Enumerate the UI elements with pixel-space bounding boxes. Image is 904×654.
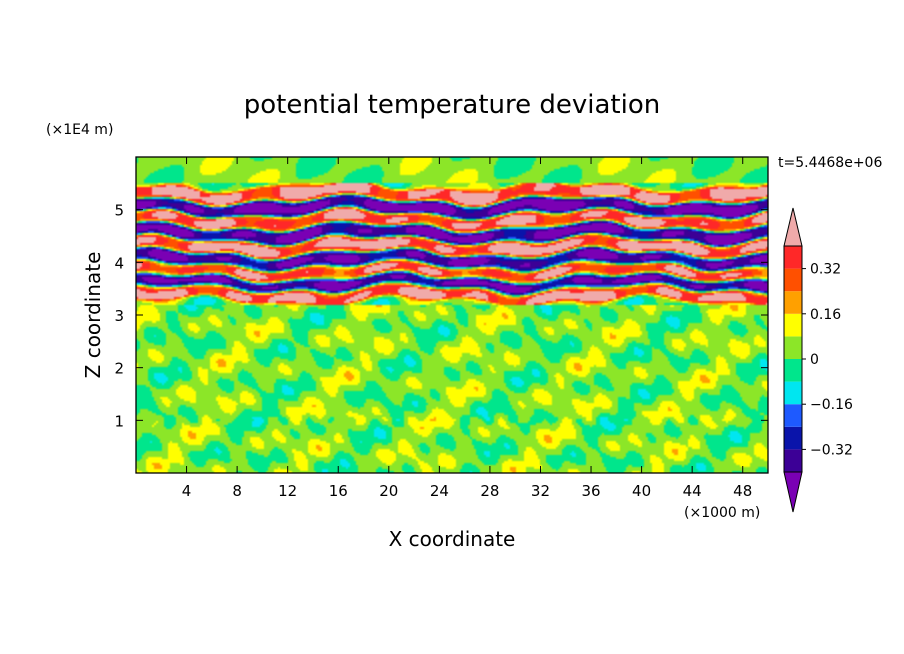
x-tick-label: 24 [430, 482, 449, 500]
colorbar-tick-label: 0.16 [810, 307, 841, 323]
x-tick-label: 48 [733, 482, 752, 500]
y-tick-label: 4 [114, 254, 124, 272]
x-tick-label: 36 [581, 482, 600, 500]
x-tick-label: 8 [232, 482, 242, 500]
y-tick-label: 2 [114, 360, 124, 378]
colorbar-tick-label: 0 [810, 352, 819, 368]
colorbar-segment [784, 246, 802, 269]
chart-title: potential temperature deviation [244, 90, 660, 120]
heatmap-field [136, 157, 768, 473]
x-axis-unit: (×1000 m) [684, 505, 760, 521]
x-tick-label: 4 [182, 482, 192, 500]
x-tick-label: 16 [329, 482, 348, 500]
y-axis-unit: (×1E4 m) [46, 122, 113, 138]
y-axis-label: Z coordinate [81, 252, 105, 379]
x-tick-label: 12 [278, 482, 297, 500]
x-tick-label: 28 [480, 482, 499, 500]
colorbar-tick-label: 0.32 [810, 262, 841, 278]
y-axis-ticks: 1 2 3 4 5 [114, 202, 768, 430]
colorbar-tick-label: −0.32 [810, 442, 853, 458]
colorbar-segment [784, 268, 802, 292]
x-tick-label: 32 [531, 482, 550, 500]
colorbar-top-arrow [783, 207, 803, 247]
colorbar-segment [784, 336, 802, 359]
colorbar-segment [784, 313, 802, 337]
plot-area [135, 156, 769, 474]
x-axis-label: X coordinate [389, 527, 516, 551]
y-tick-label: 3 [114, 307, 124, 325]
colorbar-segment [784, 426, 802, 450]
colorbar-bottom-arrow [783, 471, 803, 513]
x-tick-label: 40 [632, 482, 651, 500]
colorbar-segment [784, 449, 802, 472]
y-tick-label: 1 [114, 412, 124, 430]
colorbar-segment [784, 291, 802, 314]
x-tick-label: 44 [683, 482, 702, 500]
x-axis-ticks: 4 8 12 16 20 24 28 32 36 40 44 48 [182, 157, 752, 500]
colorbar-segment [784, 359, 802, 382]
y-tick-label: 5 [114, 202, 124, 220]
colorbar: 0.32 0.16 0 −0.16 −0.32 [783, 207, 853, 513]
x-tick-label: 20 [379, 482, 398, 500]
colorbar-tick-label: −0.16 [810, 397, 853, 413]
colorbar-segment [784, 404, 802, 427]
colorbar-segment [784, 381, 802, 405]
time-label: t=5.4468e+06 [778, 155, 882, 171]
